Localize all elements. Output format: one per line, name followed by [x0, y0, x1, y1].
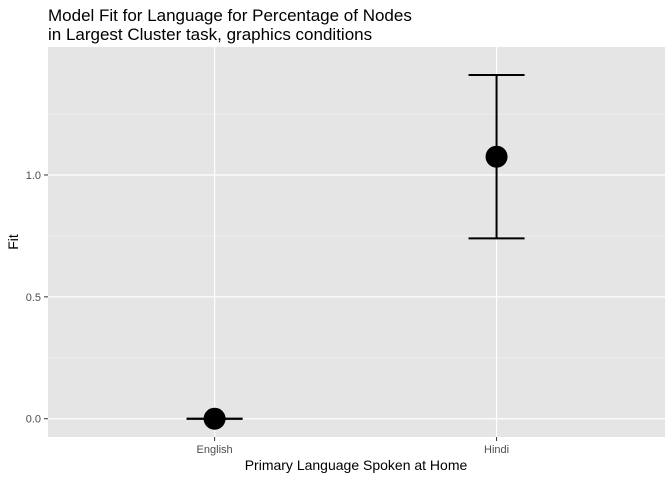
x-tick-label: Hindi [484, 444, 509, 456]
fit-point-hindi [485, 145, 508, 168]
plot-panel [48, 47, 665, 437]
y-axis-title: Fit [5, 234, 21, 250]
x-tick-label: English [197, 444, 233, 456]
fit-point-english [203, 407, 226, 430]
y-tick-label: 1.0 [26, 170, 41, 182]
axis-layer: 0.0 0.5 1.0 English Hindi [26, 170, 509, 456]
x-axis-title: Primary Language Spoken at Home [245, 457, 468, 473]
marks-layer [186, 74, 525, 430]
chart-title-line-2: in Largest Cluster task, graphics condit… [48, 25, 372, 44]
y-tick-label: 0.5 [26, 292, 41, 304]
grid-layer [48, 47, 665, 437]
chart-title-line-1: Model Fit for Language for Percentage of… [48, 6, 412, 25]
y-tick-label: 0.0 [26, 414, 41, 426]
